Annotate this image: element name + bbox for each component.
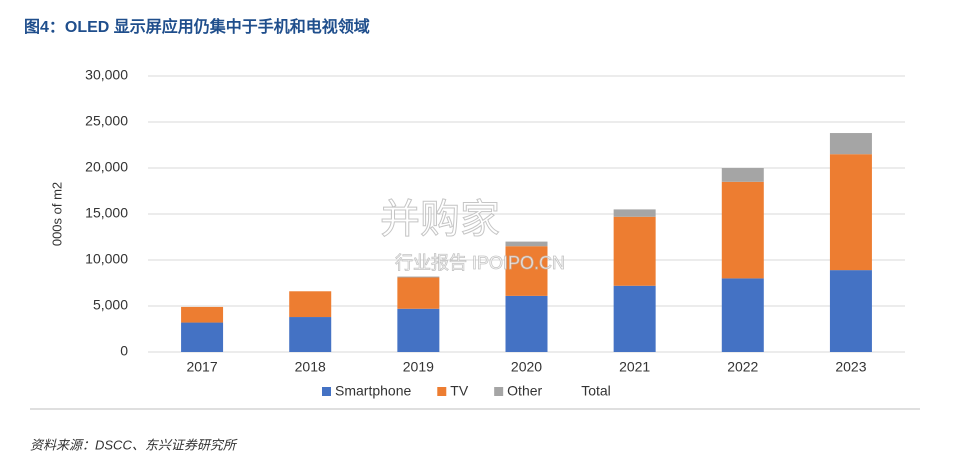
watermark: 行业报告 IPOIPO.CN <box>395 253 565 273</box>
watermark: 并购家 <box>380 198 500 242</box>
x-tick-label: 2022 <box>727 359 758 375</box>
bar-segment <box>505 246 548 296</box>
bar-segment <box>721 168 764 182</box>
x-tick-label: 2017 <box>186 359 217 375</box>
bar-segment <box>613 216 656 286</box>
bar-segment <box>181 306 224 323</box>
bar-segment <box>613 209 656 217</box>
bar-segment <box>829 133 872 155</box>
legend-label: Smartphone <box>335 383 411 399</box>
legend-swatch <box>437 387 447 396</box>
x-tick-label: 2023 <box>835 359 866 375</box>
y-axis-label: 000s of m2 <box>49 182 64 246</box>
legend-swatch <box>322 387 331 396</box>
chart-title: 图4：OLED 显示屏应用仍集中于手机和电视领域 <box>24 17 370 36</box>
bar-segment <box>829 270 872 352</box>
bar-segment <box>397 308 440 352</box>
y-tick-label: 20,000 <box>85 159 128 175</box>
y-tick-label: 10,000 <box>85 251 128 267</box>
bar-segment <box>397 277 440 309</box>
bar-segment <box>289 317 332 352</box>
x-tick-label: 2018 <box>295 359 326 375</box>
plot: 0 5,000 10,000 15,000 20,000 25,000 30,000 2017… <box>85 67 905 375</box>
x-tick-label: 2021 <box>619 359 650 375</box>
legend-label: TV <box>450 383 469 399</box>
x-tick-label: 2020 <box>511 359 542 375</box>
bar-segment <box>181 322 224 352</box>
bar-segment <box>721 278 764 352</box>
legend-label: Total <box>581 383 611 399</box>
bar-segment <box>505 241 548 247</box>
source-note: 资料来源：DSCC、东兴证券研究所 <box>30 437 238 452</box>
legend-label: Other <box>507 383 542 399</box>
legend-swatch <box>494 387 504 396</box>
y-tick-label: 5,000 <box>93 297 128 313</box>
y-tick-label: 30,000 <box>85 67 128 83</box>
bar-segment <box>829 154 872 271</box>
bar-segment <box>397 276 440 278</box>
y-tick-label: 25,000 <box>85 113 128 129</box>
y-tick-label: 15,000 <box>85 205 128 221</box>
bar-segment <box>505 295 548 352</box>
x-tick-label: 2019 <box>403 359 434 375</box>
y-tick-label: 0 <box>120 343 128 359</box>
bar-segment <box>613 285 656 352</box>
bar-segment <box>721 181 764 279</box>
bar-segment <box>289 291 332 318</box>
